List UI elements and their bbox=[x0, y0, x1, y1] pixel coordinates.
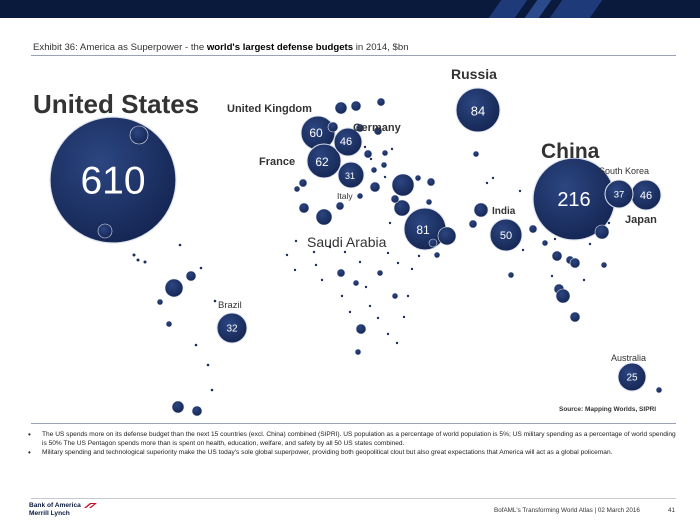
title-rule bbox=[31, 55, 676, 56]
bubble-italy bbox=[337, 161, 365, 189]
value-germany: 46 bbox=[340, 136, 352, 148]
label-brazil: Brazil bbox=[218, 300, 242, 311]
commentary-bullets: The US spends more on its defense budget… bbox=[27, 431, 677, 459]
label-china: China bbox=[541, 140, 600, 163]
value-japan: 46 bbox=[640, 190, 652, 202]
value-united-kingdom: 60 bbox=[309, 126, 323, 140]
label-russia: Russia bbox=[451, 66, 497, 82]
bubble-germany bbox=[333, 127, 363, 157]
bullet-item: The US spends more on its defense budget… bbox=[27, 431, 677, 448]
bubble-russia bbox=[455, 87, 501, 133]
tiny-dots bbox=[132, 145, 611, 392]
value-saudi-arabia: 81 bbox=[416, 223, 430, 237]
footer-rule bbox=[31, 498, 676, 499]
value-india: 50 bbox=[500, 230, 512, 242]
page-number: 41 bbox=[668, 507, 676, 514]
bubble-south-korea bbox=[604, 179, 634, 209]
label-germany: Germany bbox=[353, 122, 402, 134]
label-japan: Japan bbox=[625, 214, 657, 226]
bubble-australia bbox=[617, 362, 647, 392]
bubble-india bbox=[489, 218, 523, 252]
value-france: 62 bbox=[315, 155, 329, 169]
value-australia: 25 bbox=[626, 373, 638, 384]
small-bubbles bbox=[97, 97, 663, 417]
label-australia: Australia bbox=[611, 353, 646, 363]
source-note: Source: Mapping Worlds, SIPRI bbox=[559, 406, 657, 413]
bofaml-logo: Bank of America Merrill Lynch bbox=[29, 502, 97, 517]
value-italy: 31 bbox=[345, 171, 355, 181]
bubble-brazil bbox=[216, 312, 248, 344]
value-united-states: 610 bbox=[80, 160, 145, 203]
value-south-korea: 37 bbox=[614, 190, 625, 201]
value-china: 216 bbox=[557, 189, 590, 211]
bubble-france bbox=[306, 143, 342, 179]
notes-rule bbox=[31, 423, 676, 424]
value-russia: 84 bbox=[471, 104, 485, 119]
value-brazil: 32 bbox=[226, 324, 238, 335]
label-saudi-arabia: Saudi Arabia bbox=[307, 234, 387, 250]
header-bar bbox=[0, 0, 700, 18]
label-united-states: United States bbox=[33, 89, 199, 119]
flag-icon bbox=[84, 503, 97, 508]
label-france: France bbox=[259, 156, 295, 168]
labeled-bubbles: 610 216 84 81 60 62 46 31 50 46 37 32 25 bbox=[49, 87, 662, 392]
defense-budget-bubble-map: 610 216 84 81 60 62 46 31 50 46 37 32 25 bbox=[33, 66, 663, 417]
footer-text: BofAML's Transforming World Atlas | 02 M… bbox=[494, 507, 640, 514]
bubble-united-states bbox=[49, 116, 177, 244]
exhibit-title: Exhibit 36: America as Superpower - the … bbox=[33, 42, 409, 53]
label-india: India bbox=[492, 206, 516, 217]
country-labels: United States China Russia Saudi Arabia … bbox=[33, 66, 657, 363]
bullet-item: Military spending and technological supe… bbox=[27, 449, 677, 458]
label-united-kingdom: United Kingdom bbox=[227, 103, 312, 115]
label-south-korea: South Korea bbox=[599, 166, 649, 176]
label-italy: Italy bbox=[337, 191, 353, 201]
